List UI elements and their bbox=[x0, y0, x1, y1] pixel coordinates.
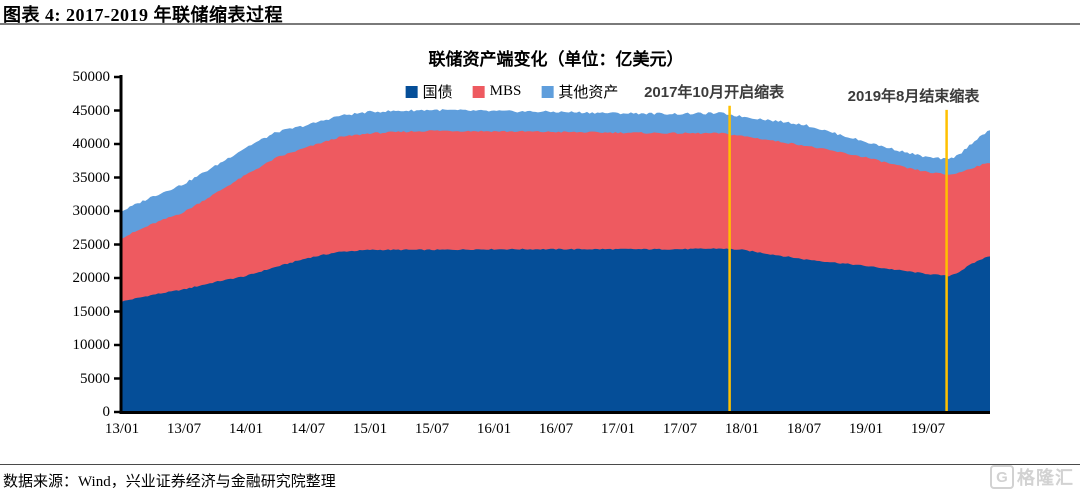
y-axis-tick-label: 20000 bbox=[72, 270, 111, 286]
x-axis-tick-label: 16/01 bbox=[476, 421, 512, 437]
header-divider bbox=[0, 23, 1080, 25]
y-axis-tick-label: 25000 bbox=[72, 236, 111, 253]
x-axis-tick-label: 14/01 bbox=[228, 421, 264, 437]
legend-swatch-icon bbox=[405, 85, 418, 98]
x-axis-tick-label: 19/01 bbox=[848, 421, 884, 437]
y-axis-tick-label: 30000 bbox=[72, 203, 111, 219]
y-axis-tick-label: 45000 bbox=[72, 102, 111, 119]
x-axis-tick-label: 13/07 bbox=[166, 421, 202, 437]
event-annotation: 2019年8月结束缩表 bbox=[847, 88, 980, 105]
y-axis-tick-label: 40000 bbox=[72, 136, 111, 152]
x-axis-tick-label: 16/07 bbox=[538, 421, 574, 437]
event-annotation: 2017年10月开启缩表 bbox=[644, 84, 785, 101]
x-axis-tick-label: 17/01 bbox=[600, 421, 636, 437]
chart-title: 联储资产端变化（单位：亿美元） bbox=[428, 50, 684, 69]
y-axis-tick-label: 10000 bbox=[72, 337, 111, 353]
legend-swatch-icon bbox=[541, 85, 554, 98]
x-axis-tick-label: 14/07 bbox=[290, 421, 326, 437]
y-axis-tick-label: 5000 bbox=[80, 370, 110, 387]
legend-label: 其他资产 bbox=[558, 85, 619, 101]
legend-item-国债: 国债 bbox=[405, 81, 453, 102]
legend-item-其他资产: 其他资产 bbox=[541, 81, 618, 102]
legend-label: MBS bbox=[489, 83, 522, 99]
x-axis-tick-label: 18/01 bbox=[724, 421, 760, 437]
x-axis-tick-label: 13/01 bbox=[104, 421, 140, 437]
y-axis-tick-label: 35000 bbox=[72, 169, 111, 186]
area-treasury bbox=[122, 248, 990, 412]
x-axis-tick-label: 19/07 bbox=[910, 421, 946, 437]
x-axis-tick-label: 15/01 bbox=[352, 421, 388, 437]
gelonghui-watermark: G 格隆汇 bbox=[990, 464, 1074, 490]
gelonghui-logo-text: 格隆汇 bbox=[1017, 468, 1074, 488]
legend-label: 国债 bbox=[422, 85, 453, 101]
y-axis-tick-label: 0 bbox=[102, 404, 111, 420]
data-source-note: 数据来源：Wind，兴业证券经济与金融研究院整理 bbox=[3, 474, 336, 490]
x-axis-tick-label: 17/07 bbox=[662, 421, 698, 437]
y-axis-tick-label: 15000 bbox=[72, 303, 111, 320]
legend-swatch-icon bbox=[472, 85, 485, 98]
y-axis-tick-label: 50000 bbox=[72, 69, 111, 85]
figure-title: 图表 4: 2017-2019 年联储缩表过程 bbox=[3, 5, 283, 25]
x-axis-tick-label: 15/07 bbox=[414, 421, 450, 437]
chart-legend: 国债 MBS 其他资产 bbox=[405, 81, 618, 102]
footer-divider bbox=[0, 464, 1080, 465]
gelonghui-logo-icon: G bbox=[990, 465, 1014, 489]
legend-item-MBS: MBS bbox=[472, 83, 522, 100]
x-axis-tick-label: 18/07 bbox=[786, 421, 822, 437]
